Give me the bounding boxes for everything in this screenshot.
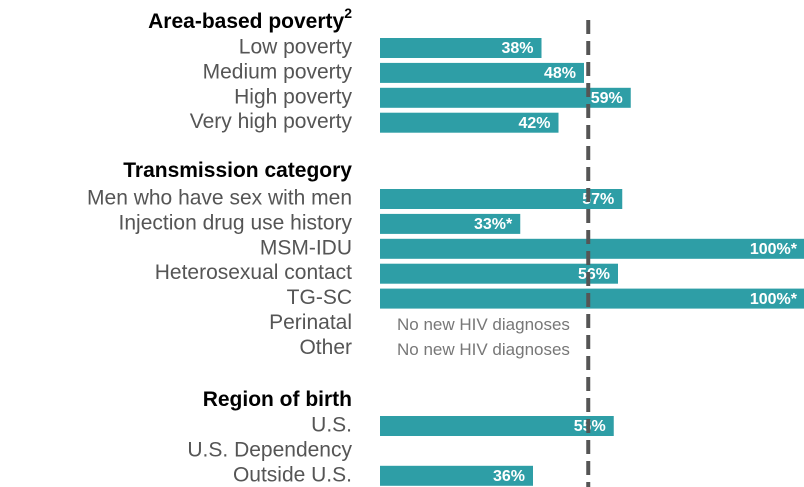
category-label: TG-SC [287, 286, 352, 309]
category-label: Very high poverty [190, 110, 353, 133]
value-label: 36% [493, 468, 525, 485]
value-label: 38% [501, 40, 533, 57]
value-label: 100%* [750, 291, 798, 308]
value-label: 59% [591, 90, 623, 107]
heading-text: Transmission category [123, 159, 352, 182]
note: No new HIV diagnoses [397, 340, 570, 359]
value-label: 33%* [474, 216, 513, 233]
category-label: MSM-IDU [260, 236, 352, 259]
note: No new HIV diagnoses [397, 315, 570, 334]
value-label: 42% [518, 115, 550, 132]
category-label: U.S. Dependency [187, 438, 352, 461]
category-label: Heterosexual contact [155, 261, 352, 284]
category-label: U.S. [311, 414, 352, 437]
bar [380, 465, 533, 486]
group-heading: Area-based poverty2 [148, 5, 352, 33]
bar [380, 87, 631, 108]
category-label: Other [299, 336, 352, 359]
group-heading: Transmission category [123, 159, 352, 182]
bar [380, 263, 618, 284]
bar [380, 213, 521, 234]
heading-text: Region of birth [203, 388, 352, 411]
bar [380, 288, 804, 309]
value-label: 56% [578, 266, 610, 283]
category-label: Medium poverty [203, 60, 353, 83]
heading-text: Area-based poverty [148, 10, 344, 33]
category-label: Low poverty [239, 36, 353, 59]
category-label: Injection drug use history [119, 211, 353, 234]
category-label: Perinatal [269, 311, 352, 334]
bar [380, 112, 559, 133]
category-label: Men who have sex with men [87, 187, 352, 210]
group-heading: Region of birth [203, 388, 352, 411]
value-label: 48% [544, 65, 576, 82]
bar [380, 189, 623, 209]
bar [380, 38, 542, 58]
value-label: 100%* [750, 241, 798, 258]
bar [380, 416, 614, 436]
heading-sup: 2 [344, 5, 352, 21]
category-label: Outside U.S. [233, 463, 352, 486]
bar [380, 62, 584, 83]
bar [380, 238, 804, 259]
category-label: High poverty [234, 85, 352, 108]
